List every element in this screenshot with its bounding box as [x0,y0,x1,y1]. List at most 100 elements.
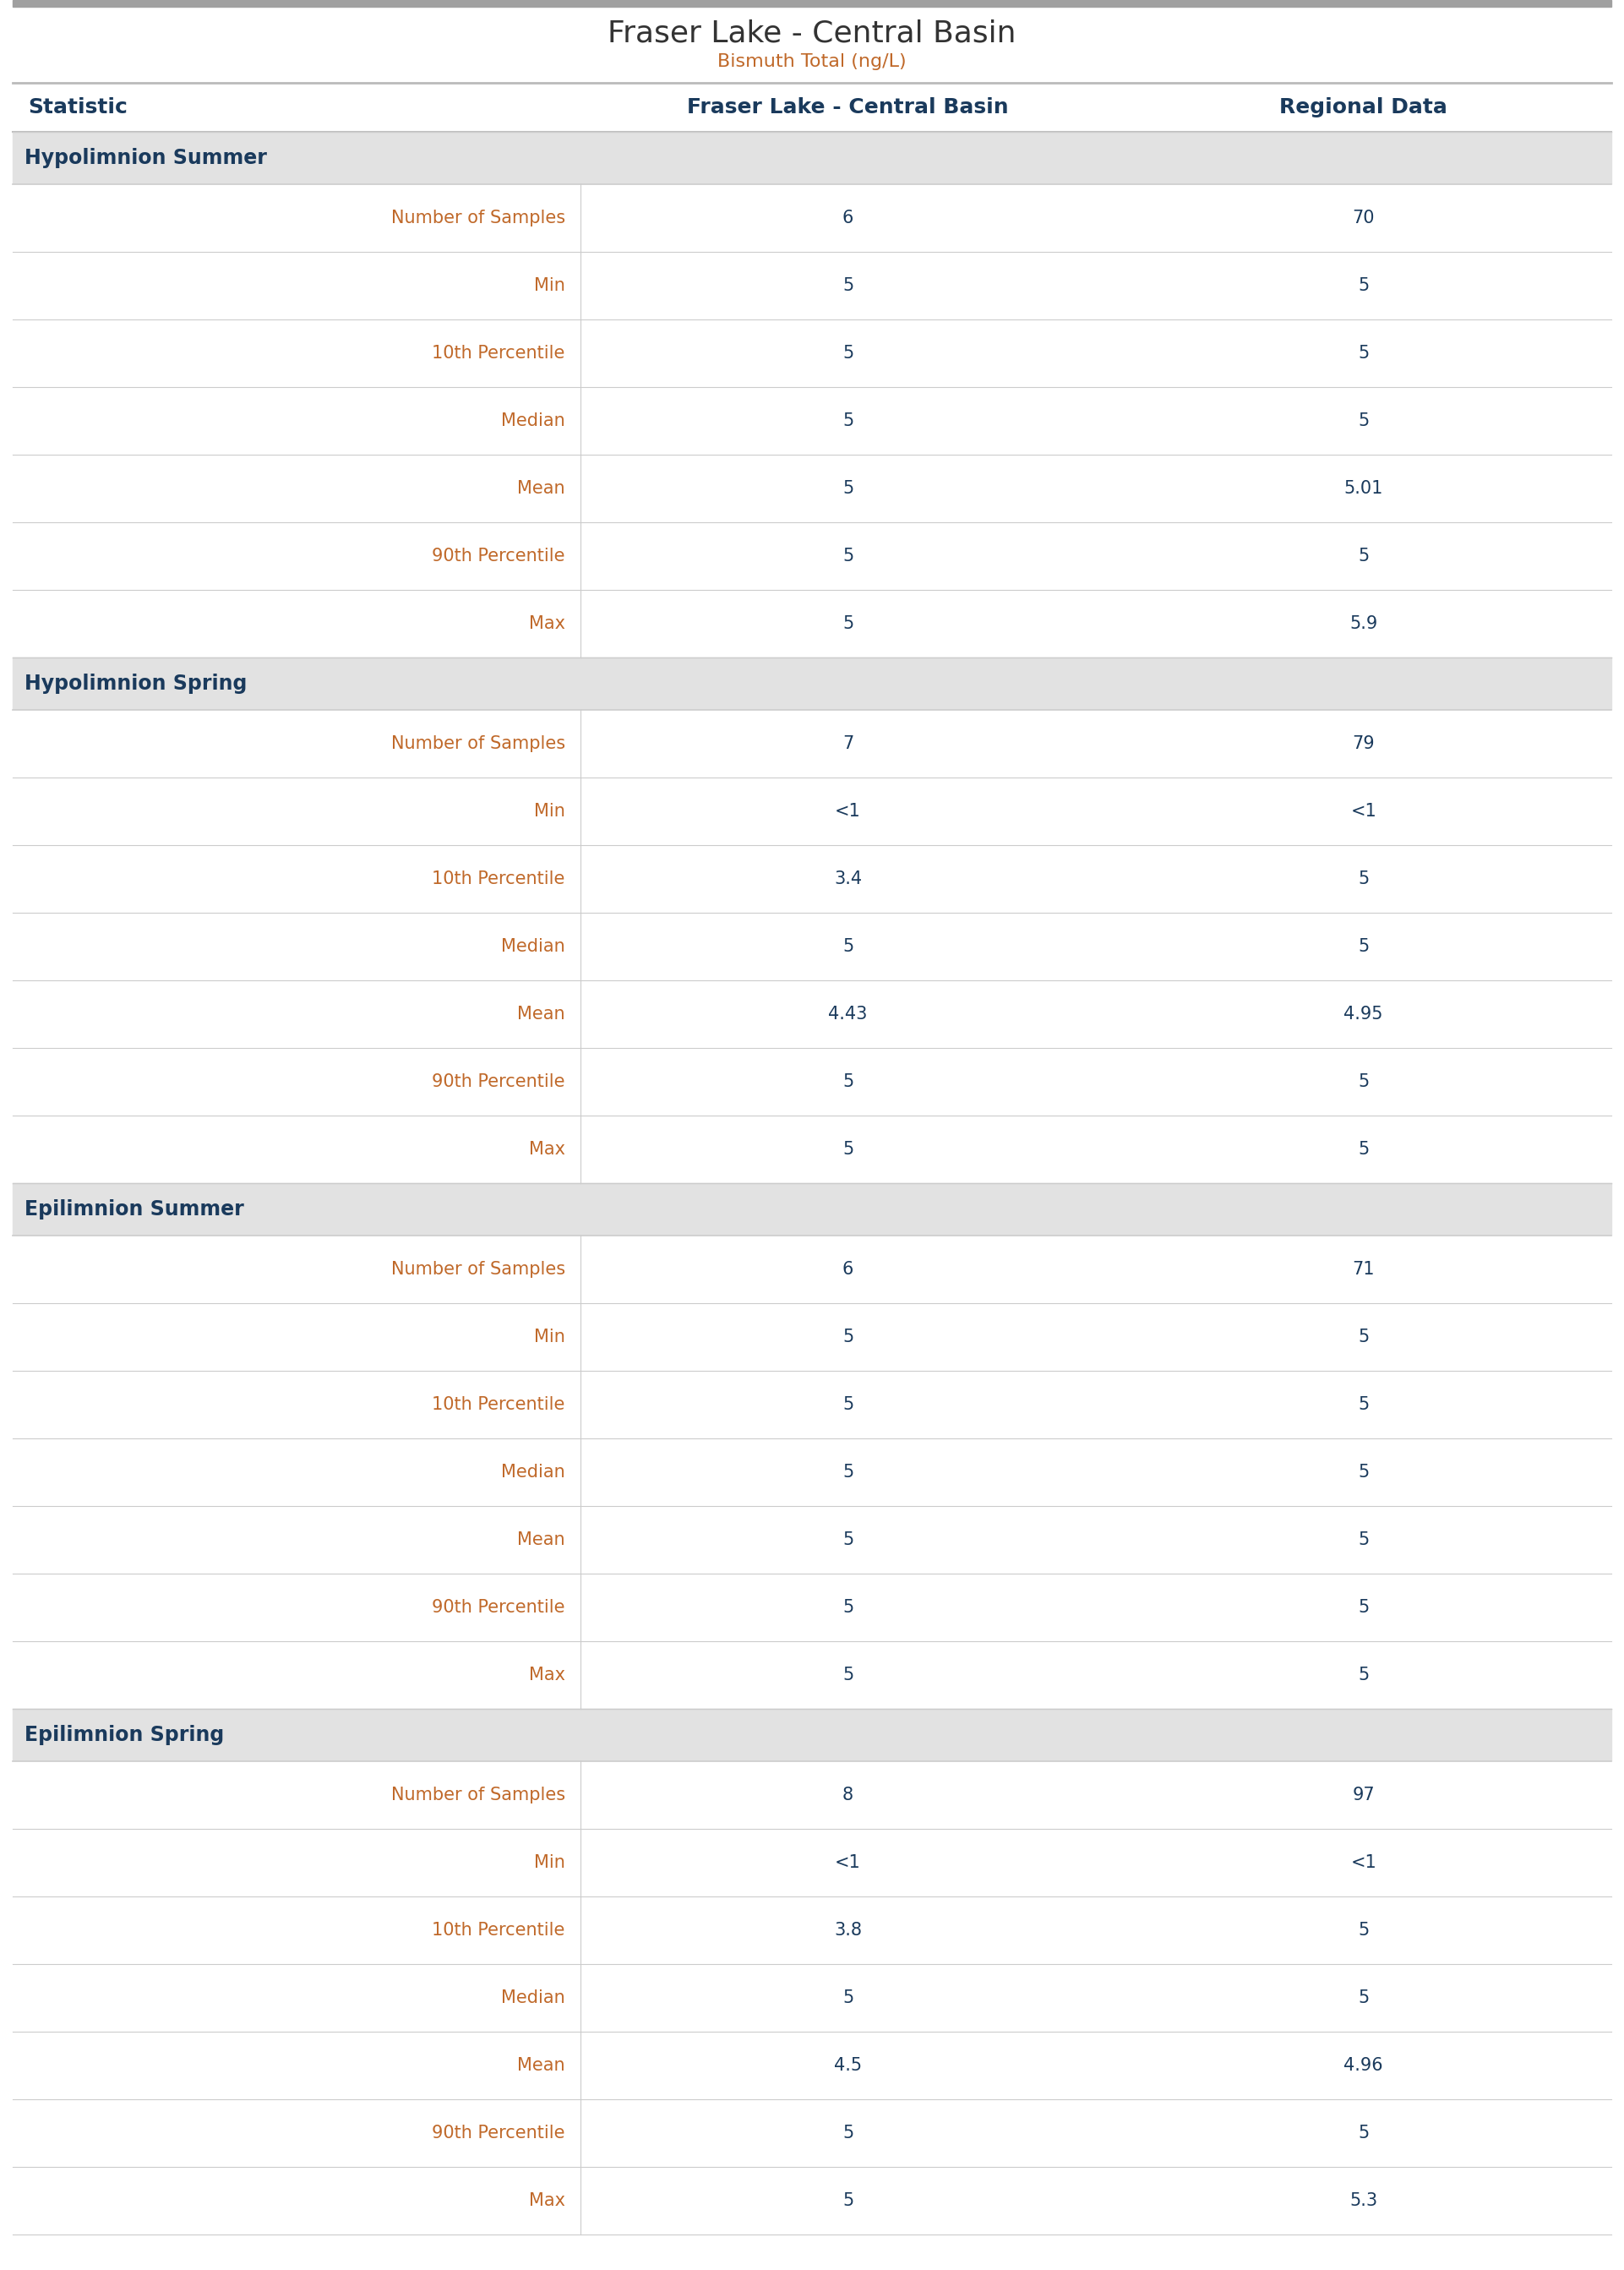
Text: Number of Samples: Number of Samples [391,735,565,751]
Text: Hypolimnion Summer: Hypolimnion Summer [24,148,266,168]
Text: 5: 5 [843,1666,854,1684]
Text: 5: 5 [843,1142,854,1158]
Bar [13,844,1611,913]
Text: 3.8: 3.8 [835,1923,862,1939]
Bar [13,1964,1611,2032]
Bar [13,1439,1611,1505]
Text: 5: 5 [1358,1142,1369,1158]
Text: 5.9: 5.9 [1350,615,1377,631]
Bar [13,1371,1611,1439]
Bar [13,2168,1611,2234]
Text: <1: <1 [1351,1855,1377,1870]
Bar [13,7,1611,82]
Text: Mean: Mean [516,1532,565,1548]
Text: Max: Max [529,2193,565,2209]
Text: 5: 5 [843,2193,854,2209]
Text: 5: 5 [843,277,854,295]
Text: 5: 5 [843,1074,854,1090]
Text: 79: 79 [1353,735,1376,751]
Bar [13,0,1611,7]
Text: 5: 5 [843,2125,854,2141]
Bar [13,82,1611,132]
Text: Hypolimnion Spring: Hypolimnion Spring [24,674,247,695]
Text: Min: Min [534,804,565,819]
Text: 5: 5 [1358,938,1369,956]
Bar [13,1709,1611,1762]
Bar [13,1049,1611,1115]
Text: 5: 5 [843,1598,854,1616]
Text: Number of Samples: Number of Samples [391,209,565,227]
Text: 5: 5 [1358,2125,1369,2141]
Text: 5: 5 [1358,1464,1369,1480]
Text: 10th Percentile: 10th Percentile [432,869,565,888]
Bar [13,388,1611,454]
Text: 5: 5 [1358,1923,1369,1939]
Text: 4.5: 4.5 [835,2057,862,2075]
Bar [13,779,1611,844]
Text: 71: 71 [1353,1260,1376,1278]
Text: 5: 5 [843,1464,854,1480]
Text: 5: 5 [843,547,854,565]
Text: 5: 5 [1358,1532,1369,1548]
Text: Median: Median [500,1989,565,2007]
Text: Epilimnion Spring: Epilimnion Spring [24,1725,224,1746]
Bar [13,1573,1611,1641]
Text: Min: Min [534,1328,565,1346]
Text: Min: Min [534,277,565,295]
Text: 5: 5 [1358,1666,1369,1684]
Text: 10th Percentile: 10th Percentile [432,1396,565,1412]
Text: 5: 5 [1358,1074,1369,1090]
Text: 5: 5 [1358,1396,1369,1412]
Text: 90th Percentile: 90th Percentile [432,2125,565,2141]
Text: Number of Samples: Number of Samples [391,1786,565,1802]
Text: Median: Median [500,413,565,429]
Text: 4.96: 4.96 [1343,2057,1384,2075]
Bar [13,1505,1611,1573]
Text: Fraser Lake - Central Basin: Fraser Lake - Central Basin [687,98,1009,118]
Bar [13,1641,1611,1709]
Text: 5: 5 [1358,345,1369,361]
Text: 70: 70 [1353,209,1376,227]
Text: 5: 5 [843,345,854,361]
Text: 5: 5 [843,938,854,956]
Text: Bismuth Total (ng/L): Bismuth Total (ng/L) [718,52,906,70]
Bar [13,590,1611,658]
Text: Median: Median [500,938,565,956]
Text: 5: 5 [843,615,854,631]
Text: 5: 5 [843,479,854,497]
Text: Epilimnion Summer: Epilimnion Summer [24,1199,244,1219]
Text: 6: 6 [843,1260,854,1278]
Text: 90th Percentile: 90th Percentile [432,1598,565,1616]
Text: Max: Max [529,1666,565,1684]
Text: 5: 5 [1358,413,1369,429]
Bar [13,981,1611,1049]
Text: 5: 5 [843,413,854,429]
Bar [13,1762,1611,1830]
Text: 97: 97 [1353,1786,1376,1802]
Text: Max: Max [529,1142,565,1158]
Text: Regional Data: Regional Data [1280,98,1447,118]
Bar [13,320,1611,388]
Text: <1: <1 [1351,804,1377,819]
Text: Fraser Lake - Central Basin: Fraser Lake - Central Basin [607,18,1017,48]
Bar [13,132,1611,184]
Text: Mean: Mean [516,1006,565,1021]
Bar [13,658,1611,711]
Text: <1: <1 [835,1855,861,1870]
Text: Median: Median [500,1464,565,1480]
Text: Statistic: Statistic [28,98,127,118]
Text: 5: 5 [1358,1328,1369,1346]
Text: Min: Min [534,1855,565,1870]
Text: 8: 8 [843,1786,854,1802]
Text: 5.3: 5.3 [1350,2193,1377,2209]
Text: 5: 5 [1358,1989,1369,2007]
Bar [13,252,1611,320]
Text: 5: 5 [1358,547,1369,565]
Bar [13,1115,1611,1183]
Text: Max: Max [529,615,565,631]
Bar [13,711,1611,779]
Text: <1: <1 [835,804,861,819]
Bar [13,913,1611,981]
Text: 5: 5 [1358,1598,1369,1616]
Text: 90th Percentile: 90th Percentile [432,547,565,565]
